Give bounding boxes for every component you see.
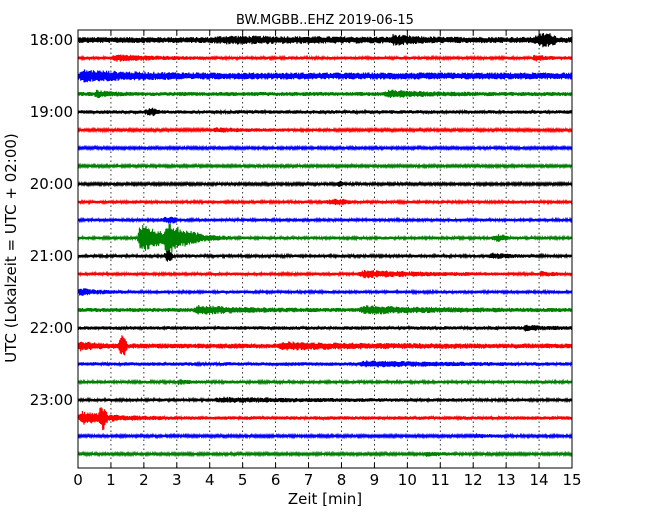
x-tick-label: 3 [172,471,182,489]
trace-line [77,162,573,170]
x-tick-label: 10 [398,471,417,489]
y-axis: 18:00 19:00 20:00 21:00 22:00 23:00 [30,31,572,409]
grid-lines [110,30,540,468]
trace-line [77,54,573,62]
trace-line [77,288,573,296]
trace-line [77,324,573,332]
trace-line [77,432,573,440]
trace-line [77,126,573,134]
x-tick-label: 11 [431,471,450,489]
x-tick-label: 7 [304,471,314,489]
chart-title: BW.MGBB..EHZ 2019-06-15 [236,13,414,28]
trace-line [77,180,573,188]
trace-line [77,360,573,368]
trace-line [77,407,573,431]
x-tick-label: 1 [106,471,116,489]
trace-line [77,335,573,356]
x-tick-label: 4 [205,471,215,489]
x-axis-label: Zeit [min] [288,490,362,508]
trace-line [77,450,573,458]
trace-line [77,33,573,48]
x-tick-label: 12 [464,471,483,489]
y-tick-label: 22:00 [30,319,73,337]
trace-line [77,223,573,255]
trace-line [77,378,573,386]
trace-line [77,198,573,206]
trace-line [77,89,573,99]
x-tick-label: 2 [139,471,149,489]
y-axis-label: UTC (Lokalzeit = UTC + 02:00) [2,133,20,363]
x-tick-label: 6 [271,471,281,489]
y-tick-label: 20:00 [30,175,73,193]
trace-line [77,107,573,117]
y-tick-label: 18:00 [30,31,73,49]
x-tick-label: 15 [562,471,581,489]
plot-frame [77,29,573,469]
traces [77,33,573,458]
y-tick-label: 21:00 [30,247,73,265]
trace-line [77,396,573,404]
x-tick-label: 13 [497,471,516,489]
trace-line [77,304,573,315]
x-tick-label: 8 [337,471,347,489]
x-tick-label: 5 [238,471,248,489]
y-tick-label: 19:00 [30,103,73,121]
trace-line [77,269,573,279]
x-tick-label: 14 [530,471,549,489]
x-tick-label: 9 [370,471,380,489]
trace-line [77,250,573,262]
trace-line [77,69,573,83]
x-tick-label: 0 [73,471,83,489]
trace-line [77,216,573,224]
y-tick-label: 23:00 [30,391,73,409]
x-axis: 0 1 2 3 4 5 6 7 8 9 10 11 12 13 14 15 [73,30,582,489]
trace-line [77,144,573,152]
